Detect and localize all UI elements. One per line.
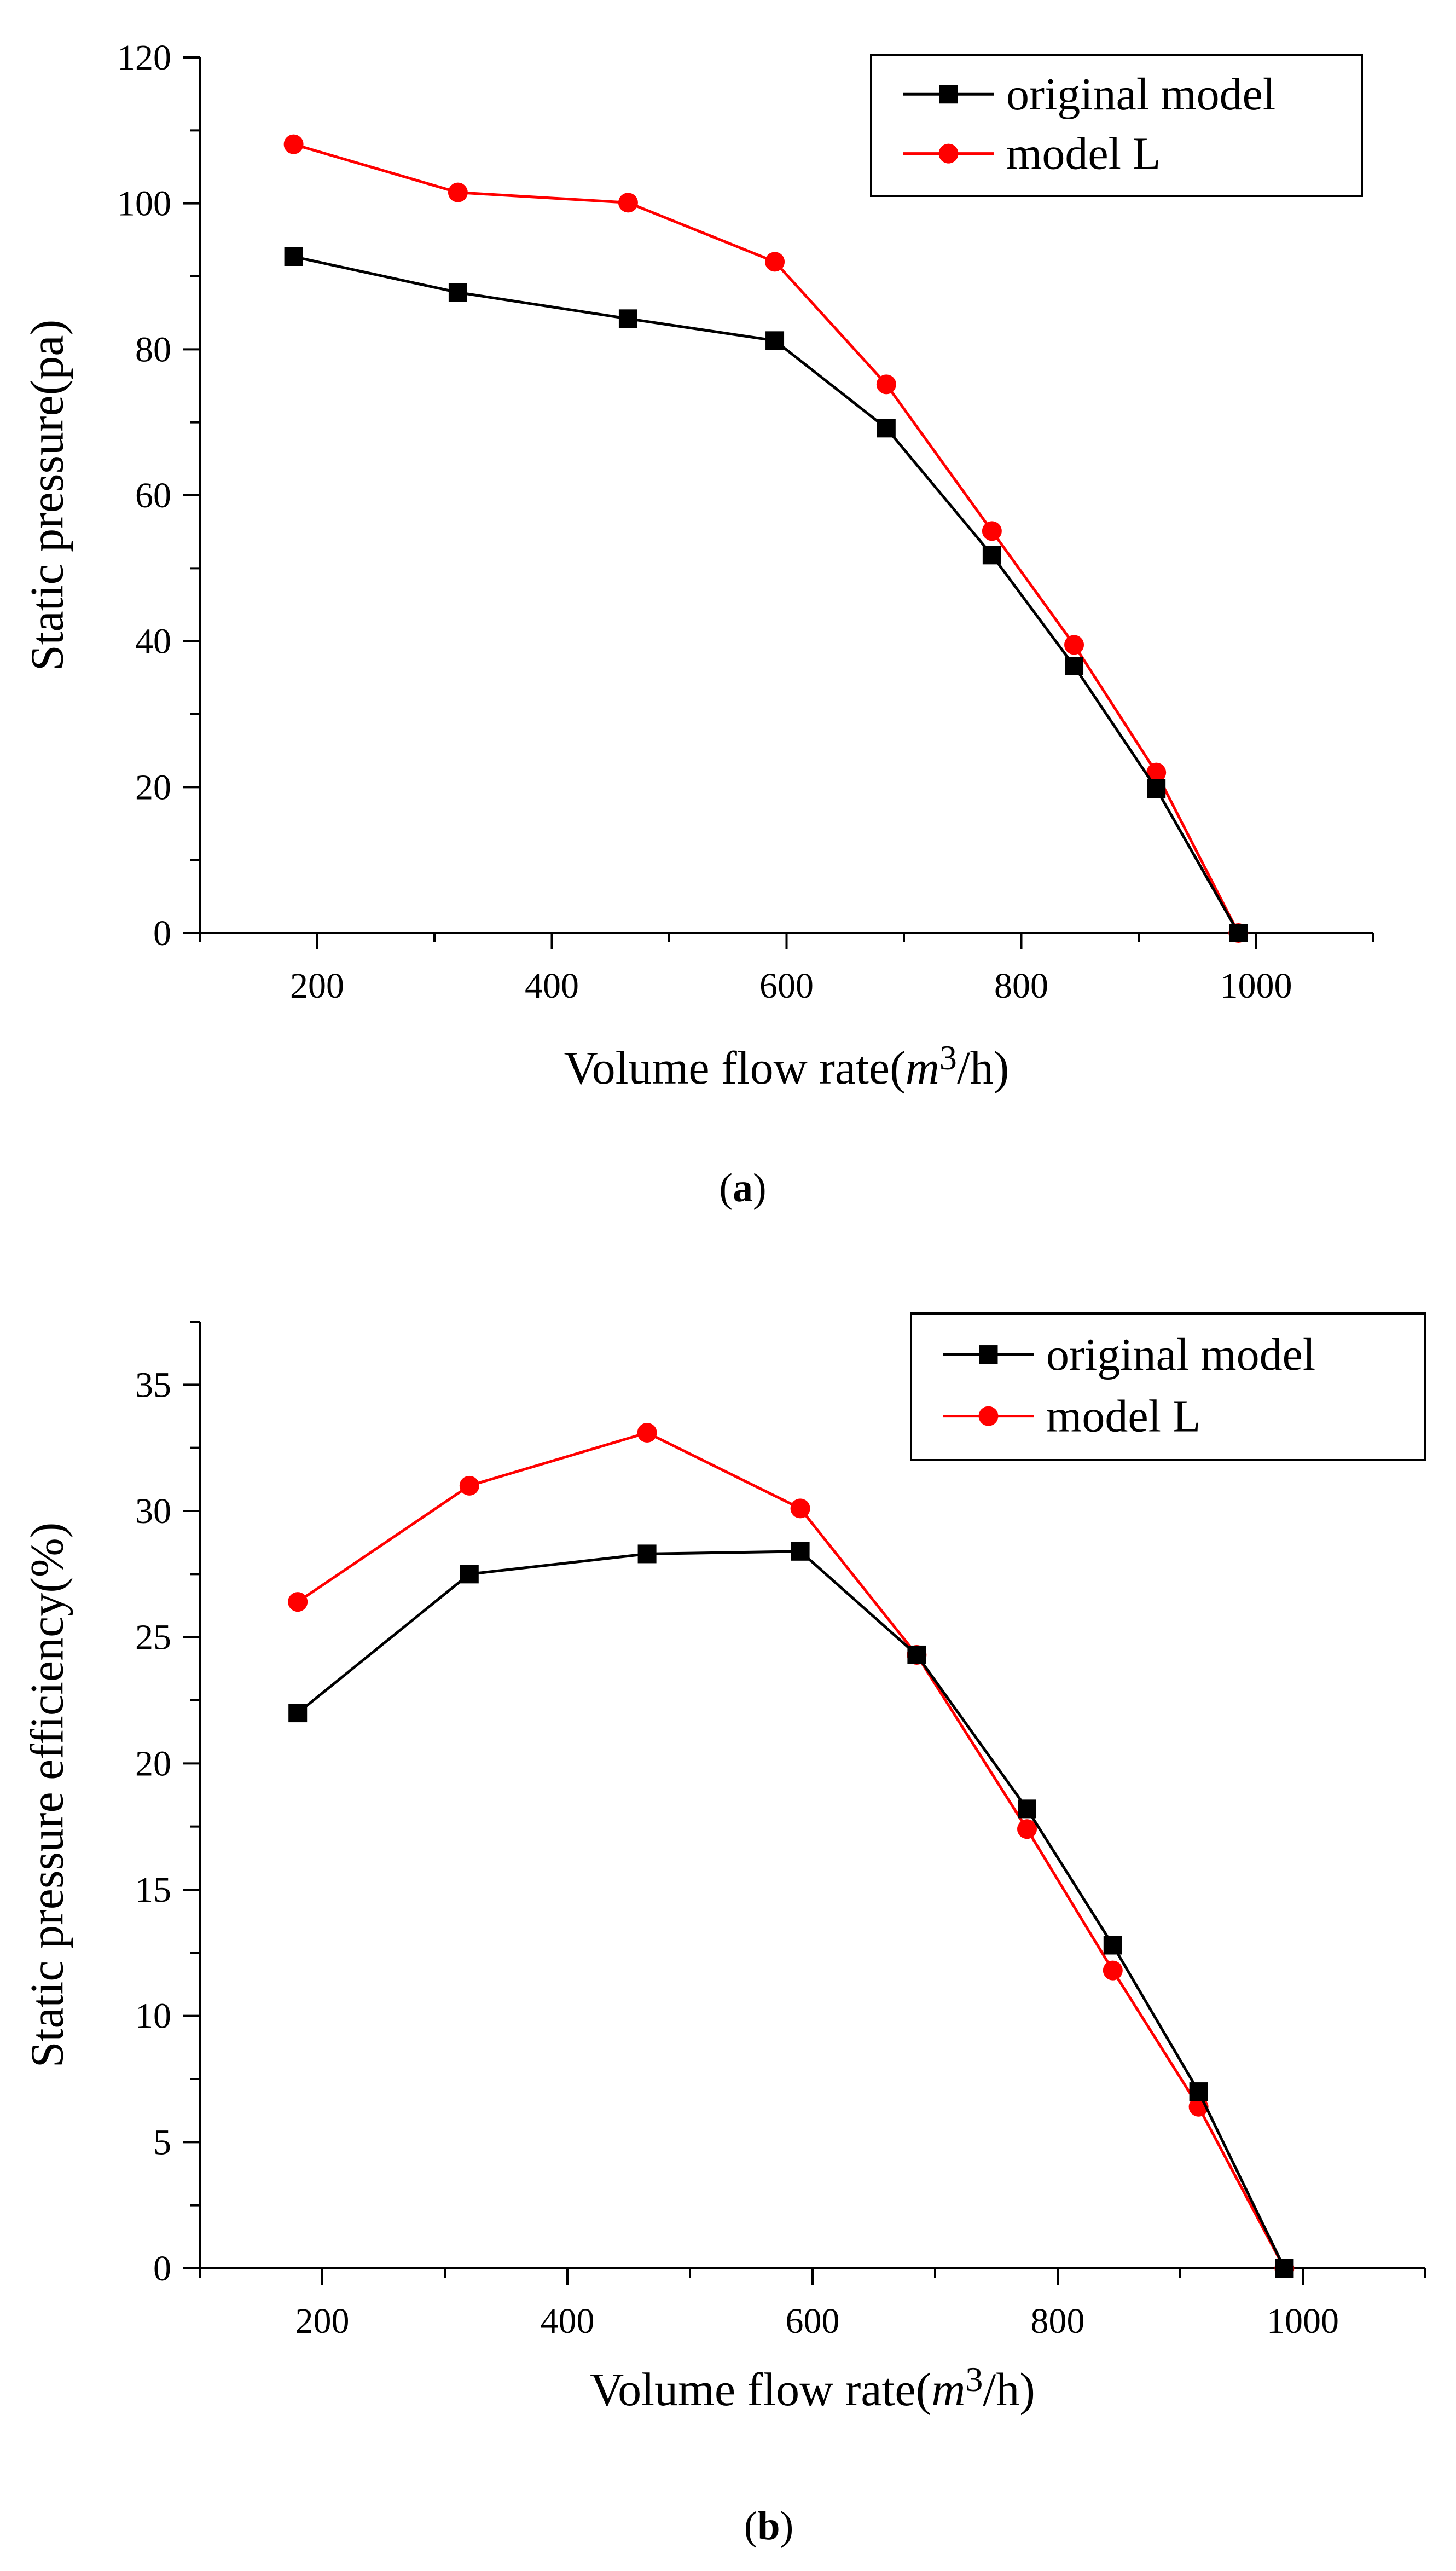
y-tick-label: 25 bbox=[135, 1618, 171, 1658]
x-tick-label: 800 bbox=[1031, 2301, 1085, 2341]
caption-open-paren: ( bbox=[744, 2504, 758, 2549]
data-point-circle bbox=[1103, 1960, 1123, 1981]
caption-close-paren: ) bbox=[753, 1166, 767, 1211]
series-original-model bbox=[288, 1542, 1294, 2278]
data-point-square bbox=[907, 1645, 926, 1664]
legend: original model model L bbox=[910, 1312, 1426, 1461]
data-point-square bbox=[877, 419, 896, 438]
data-point-square bbox=[1229, 924, 1248, 942]
y-tick-label: 80 bbox=[135, 329, 171, 369]
y-tick-label: 0 bbox=[153, 2249, 171, 2289]
data-point-square bbox=[1065, 657, 1084, 675]
data-point-square bbox=[1189, 2082, 1208, 2101]
x-axis-title-superscript: 3 bbox=[965, 2360, 983, 2399]
legend-label: original model bbox=[1046, 1329, 1315, 1380]
x-axis-title-suffix: /h) bbox=[983, 2363, 1035, 2416]
data-point-circle bbox=[1017, 1819, 1037, 1839]
data-point-circle bbox=[637, 1422, 657, 1443]
data-point-circle bbox=[618, 193, 638, 213]
data-point-square bbox=[765, 331, 785, 350]
x-tick-label: 200 bbox=[295, 2301, 350, 2341]
x-tick-label: 600 bbox=[786, 2301, 840, 2341]
y-axis-title: Static pressure efficiency(%) bbox=[21, 1522, 73, 2068]
y-tick-label: 100 bbox=[117, 184, 171, 224]
data-point-circle bbox=[283, 134, 304, 154]
x-tick-label: 800 bbox=[994, 966, 1048, 1006]
series-model-l bbox=[283, 134, 1249, 943]
legend-marker-square bbox=[939, 85, 958, 104]
data-point-circle bbox=[1146, 762, 1167, 783]
y-tick-label: 35 bbox=[135, 1365, 171, 1405]
legend: original model model L bbox=[870, 54, 1363, 197]
y-tick-label: 120 bbox=[117, 38, 171, 78]
series-original-model bbox=[284, 247, 1248, 942]
data-point-circle bbox=[876, 374, 896, 395]
data-point-square bbox=[288, 1704, 308, 1723]
y-tick-label: 15 bbox=[135, 1870, 171, 1910]
data-point-square bbox=[1103, 1936, 1122, 1955]
y-tick-label: 5 bbox=[153, 2122, 171, 2162]
chart-b-static-pressure-efficiency: 0 5 10 15 20 25 30 35 200 400 600 800 1000 Static pre… bbox=[21, 1312, 1426, 2549]
x-axis-title-suffix: /h) bbox=[957, 1041, 1010, 1094]
data-point-square bbox=[1018, 1799, 1036, 1819]
y-tick-label: 30 bbox=[135, 1491, 171, 1531]
x-tick-label: 200 bbox=[290, 966, 344, 1006]
data-point-square bbox=[618, 309, 637, 328]
legend-label: original model bbox=[1006, 69, 1275, 120]
legend-marker-square bbox=[979, 1345, 998, 1364]
data-point-square bbox=[460, 1565, 479, 1584]
y-tick-label: 20 bbox=[135, 1744, 171, 1784]
figure-caption: (b) bbox=[744, 2504, 793, 2549]
figure-caption: (a) bbox=[719, 1166, 766, 1211]
legend-box bbox=[910, 1312, 1426, 1461]
x-tick-label: 600 bbox=[759, 966, 814, 1006]
chart-a-static-pressure: 0 20 40 60 80 100 120 200 400 600 800 1000 Static pr… bbox=[21, 38, 1374, 1211]
data-point-square bbox=[284, 247, 303, 266]
data-point-circle bbox=[288, 1592, 308, 1612]
legend-marker-circle bbox=[938, 143, 959, 164]
y-tick-label: 0 bbox=[153, 913, 171, 953]
data-point-square bbox=[448, 283, 467, 302]
y-tick-label: 20 bbox=[135, 767, 171, 807]
data-point-square bbox=[637, 1544, 657, 1564]
y-tick-label: 10 bbox=[135, 1996, 171, 2036]
legend-label: model L bbox=[1046, 1391, 1200, 1442]
x-axis-title: Volume flow rate(m3/h) bbox=[564, 1038, 1010, 1094]
data-point-circle bbox=[448, 182, 468, 202]
x-tick-label: 1000 bbox=[1220, 966, 1292, 1006]
x-tick-label: 1000 bbox=[1267, 2301, 1339, 2341]
legend-marker-circle bbox=[978, 1406, 999, 1426]
x-tick-label: 400 bbox=[525, 966, 579, 1006]
x-axis-title-prefix: Volume flow rate( bbox=[590, 2363, 931, 2416]
caption-open-paren: ( bbox=[719, 1166, 733, 1211]
y-tick-label: 60 bbox=[135, 476, 171, 516]
x-axis-title-prefix: Volume flow rate( bbox=[564, 1041, 906, 1094]
series-line bbox=[293, 255, 1240, 934]
y-tick-label: 40 bbox=[135, 622, 171, 662]
data-point-circle bbox=[982, 521, 1002, 541]
data-point-square bbox=[982, 546, 1001, 565]
caption-letter: a bbox=[733, 1166, 753, 1211]
data-point-square bbox=[1147, 779, 1166, 798]
x-tick-label: 400 bbox=[541, 2301, 595, 2341]
x-axis-title-unit: m bbox=[931, 2363, 965, 2416]
data-point-square bbox=[1275, 2259, 1294, 2278]
legend-label: model L bbox=[1006, 129, 1161, 179]
series-line bbox=[297, 1550, 1286, 2269]
data-point-circle bbox=[459, 1475, 479, 1496]
caption-letter: b bbox=[757, 2504, 780, 2549]
data-point-circle bbox=[790, 1498, 810, 1519]
x-axis-title-superscript: 3 bbox=[939, 1038, 957, 1077]
legend-box bbox=[870, 54, 1363, 197]
data-point-square bbox=[791, 1542, 810, 1561]
data-point-circle bbox=[1064, 635, 1084, 655]
x-axis-title: Volume flow rate(m3/h) bbox=[590, 2360, 1035, 2416]
caption-close-paren: ) bbox=[780, 2504, 794, 2549]
x-axis-title-unit: m bbox=[906, 1041, 939, 1094]
y-axis-title: Static pressure(pa) bbox=[21, 320, 73, 671]
data-point-circle bbox=[765, 252, 785, 272]
